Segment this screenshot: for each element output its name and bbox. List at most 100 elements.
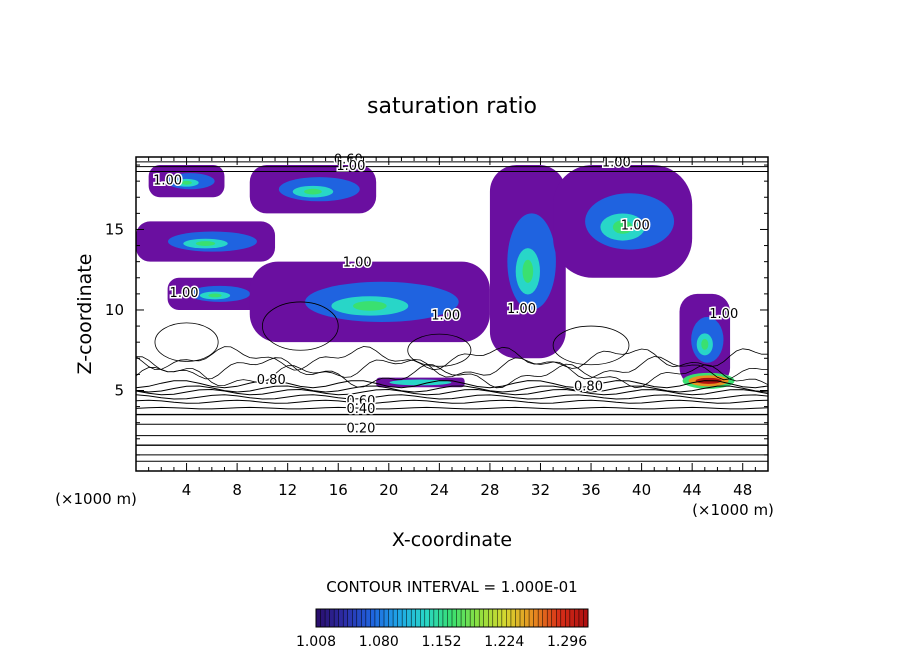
x-tick-label: 40 (632, 481, 651, 499)
colorbar-cell (320, 609, 326, 627)
colorbar-cell (365, 609, 371, 627)
colorbar-cell (452, 609, 458, 627)
contour-label: 0.80 (574, 379, 603, 394)
colorbar-cell (415, 609, 421, 627)
colorbar (315, 608, 589, 628)
colorbar-cell (429, 609, 435, 627)
colorbar-cell (374, 609, 380, 627)
contour-line (135, 406, 769, 410)
saturation-core (208, 293, 222, 298)
colorbar-cell (334, 609, 340, 627)
contour-line (154, 322, 219, 362)
contour-line (407, 333, 472, 367)
contour-line (552, 325, 630, 366)
x-tick-label: 36 (581, 481, 600, 499)
contour-label: 0.60 (347, 394, 376, 409)
contour-line (135, 346, 768, 371)
y-tick-label: 15 (105, 220, 124, 238)
colorbar-labels: 1.008 1.080 1.152 1.224 1.296 (296, 634, 587, 650)
contour-label: 1.00 (170, 286, 199, 301)
saturation-core (304, 188, 322, 195)
x-axis-unit-label: (×1000 m) (692, 501, 774, 519)
x-tick-label: 12 (278, 481, 297, 499)
colorbar-cell (529, 609, 535, 627)
colorbar-cell (397, 609, 403, 627)
saturation-core (701, 338, 709, 350)
colorbar-cell (483, 609, 489, 627)
colorbar-cell (510, 609, 516, 627)
colorbar-cell (433, 609, 439, 627)
x-tick-label: 48 (733, 481, 752, 499)
colorbar-cell (411, 609, 417, 627)
contour-line (135, 388, 769, 396)
y-tick-label: 10 (105, 301, 124, 319)
colorbar-cell (370, 609, 376, 627)
x-origin-unit-label: (×1000 m) (55, 490, 137, 508)
contour-line (262, 301, 339, 351)
y-tick-label: 5 (114, 381, 124, 399)
colorbar-cell (352, 609, 358, 627)
saturation-core (353, 301, 387, 311)
colorbar-cell (474, 609, 480, 627)
colorbar-cell (325, 609, 331, 627)
colorbar-cell (420, 609, 426, 627)
colorbar-cell (560, 609, 566, 627)
x-tick-label: 24 (430, 481, 449, 499)
saturation-core (522, 259, 534, 283)
x-tick-label: 4 (182, 481, 192, 499)
colorbar-cell (479, 609, 485, 627)
colorbar-cell (442, 609, 448, 627)
colorbar-cell (501, 609, 507, 627)
colorbar-cell (456, 609, 462, 627)
colorbar-cell (524, 609, 530, 627)
colorbar-cell (551, 609, 557, 627)
chart-title: saturation ratio (367, 94, 537, 119)
colorbar-cell (470, 609, 476, 627)
contour-interval-note: CONTOUR INTERVAL = 1.000E-01 (326, 578, 577, 596)
x-tick-label: 20 (379, 481, 398, 499)
colorbar-cell (424, 609, 430, 627)
colorbar-cell (329, 609, 335, 627)
colorbar-cell (578, 609, 584, 627)
colorbar-cell (393, 609, 399, 627)
colorbar-cell (343, 609, 349, 627)
contour-line (135, 385, 769, 393)
colorbar-cell (488, 609, 494, 627)
colorbar-cell (356, 609, 362, 627)
colorbar-cell (347, 609, 353, 627)
colorbar-cell (438, 609, 444, 627)
contour-label: 1.00 (602, 156, 631, 171)
colorbar-tick-label: 1.080 (359, 634, 399, 650)
contour-line (135, 363, 769, 389)
x-axis-title: X-coordinate (392, 529, 512, 551)
colorbar-cell (384, 609, 390, 627)
colorbar-cell (447, 609, 453, 627)
x-tick-label: 32 (531, 481, 550, 499)
contour-label: 1.00 (431, 309, 460, 324)
colorbar-tick-label: 1.008 (296, 634, 336, 650)
colorbar-cell (574, 609, 580, 627)
contour-label: 1.00 (621, 218, 650, 233)
colorbar-cell (533, 609, 539, 627)
contour-line (135, 380, 769, 389)
saturation-core (181, 180, 192, 185)
contour-label: 1.00 (709, 307, 738, 322)
colorbar-cell (402, 609, 408, 627)
colorbar-frame (315, 608, 589, 628)
colorbar-cell (388, 609, 394, 627)
colorbar-cell (515, 609, 521, 627)
colorbar-cell (547, 609, 553, 627)
x-tick-label: 28 (480, 481, 499, 499)
colorbar-tick-label: 1.224 (484, 634, 524, 650)
contour-line (135, 399, 769, 404)
y-axis-title: Z-coordinate (74, 254, 96, 375)
contour-label: 0.20 (347, 421, 376, 436)
saturation-fill-layer (136, 165, 735, 389)
saturation-core (612, 220, 633, 234)
colorbar-cell (542, 609, 548, 627)
colorbar-cell (569, 609, 575, 627)
colorbar-cell (406, 609, 412, 627)
contour-label: 1.00 (507, 302, 536, 317)
contour-label: 1.00 (343, 255, 372, 270)
